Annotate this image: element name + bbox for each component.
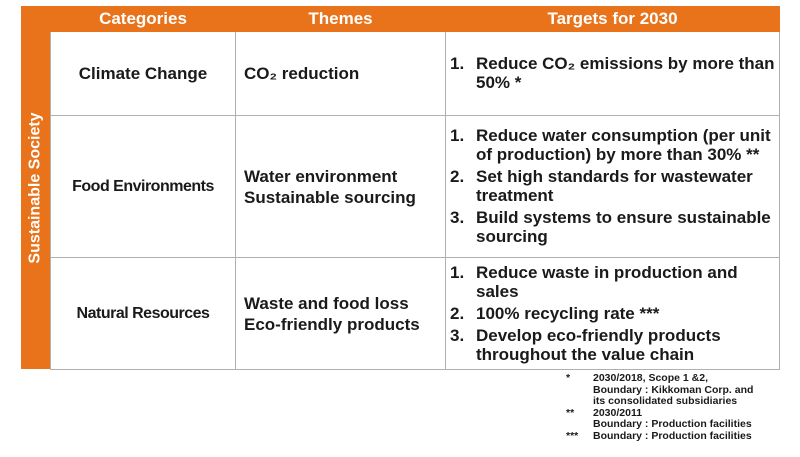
theme-cell: Waste and food loss Eco-friendly product… [235, 257, 446, 370]
target-text: Build systems to ensure sustainable sour… [476, 208, 771, 246]
header-themes: Themes [235, 6, 446, 32]
header-categories: Categories [50, 6, 236, 32]
footnote-line: Boundary : Production facilities [593, 418, 752, 430]
theme-cell: CO₂ reduction [235, 31, 446, 116]
footnote: ** 2030/2011 Boundary : Production facil… [566, 406, 796, 431]
footnote-line: its consolidated subsidiaries [593, 395, 738, 407]
sustainable-society-label-bar: Sustainable Society [21, 6, 51, 369]
target-number: 1. [450, 262, 465, 282]
theme-line: Sustainable sourcing [244, 187, 416, 207]
footnote-mark: ** [566, 406, 575, 419]
side-label: Sustainable Society [27, 111, 45, 264]
header-targets: Targets for 2030 [445, 6, 780, 32]
theme-line: Eco-friendly products [244, 314, 420, 334]
target-number: 1. [450, 54, 465, 73]
table-row-climate-change: Climate Change CO₂ reduction 1. Reduce C… [50, 31, 780, 116]
footnote-mark: * [566, 372, 571, 384]
target-text: Develop eco-friendly products throughout… [476, 325, 721, 364]
target-number: 3. [450, 325, 465, 345]
target-item: 2. 100% recycling rate *** [450, 304, 775, 323]
theme-cell: Water environment Sustainable sourcing [235, 115, 446, 258]
target-text: Reduce CO₂ emissions by more than 50% * [476, 54, 775, 92]
target-number: 2. [450, 167, 465, 186]
targets-cell: 1. Reduce waste in production and sales … [445, 257, 780, 370]
target-text: Set high standards for wastewater treatm… [476, 167, 753, 205]
target-item: 3. Build systems to ensure sustainable s… [450, 208, 775, 246]
target-number: 3. [450, 208, 465, 227]
target-number: 1. [450, 126, 465, 145]
target-text: Reduce waste in production and sales [476, 262, 738, 301]
category-cell: Climate Change [50, 31, 236, 116]
theme-line: CO₂ reduction [244, 64, 360, 83]
targets-cell: 1. Reduce CO₂ emissions by more than 50%… [445, 31, 780, 116]
target-number: 2. [450, 303, 465, 323]
target-list: 1. Reduce CO₂ emissions by more than 50%… [450, 54, 775, 92]
category-cell: Food Environments [50, 115, 236, 258]
footnote-mark: *** [566, 429, 579, 442]
table-row-natural-resources: Natural Resources Waste and food loss Ec… [50, 257, 780, 370]
targets-table: Categories Themes Targets for 2030 Clima… [50, 6, 780, 370]
theme-line: Water environment [244, 166, 398, 186]
target-text: 100% recycling rate *** [476, 303, 660, 323]
table-row-food-environments: Food Environments Water environment Sust… [50, 115, 780, 258]
footnote-line: Boundary : Kikkoman Corp. and [593, 383, 754, 396]
footnote-line: Boundary : Production facilities [593, 429, 752, 442]
footnote-line: 2030/2011 [593, 406, 643, 419]
target-list: 1. Reduce water consumption (per unit of… [450, 126, 775, 246]
target-text: Reduce water consumption (per unit of pr… [476, 126, 771, 164]
theme-line: Waste and food loss [244, 293, 409, 313]
footnotes: * 2030/2018, Scope 1 &2, Boundary : Kikk… [566, 372, 796, 443]
target-item: 1. Reduce waste in production and sales [450, 263, 775, 301]
category-cell: Natural Resources [50, 257, 236, 370]
target-item: 1. Reduce CO₂ emissions by more than 50%… [450, 54, 775, 92]
target-item: 1. Reduce water consumption (per unit of… [450, 126, 775, 164]
target-list: 1. Reduce waste in production and sales … [450, 263, 775, 364]
targets-cell: 1. Reduce water consumption (per unit of… [445, 115, 780, 258]
target-item: 2. Set high standards for wastewater tre… [450, 167, 775, 205]
target-item: 3. Develop eco-friendly products through… [450, 326, 775, 364]
footnote: *** Boundary : Production facilities [566, 429, 796, 443]
footnote: * 2030/2018, Scope 1 &2, Boundary : Kikk… [566, 372, 796, 408]
header-row: Categories Themes Targets for 2030 [50, 6, 780, 32]
footnote-line: 2030/2018, Scope 1 &2, [593, 372, 708, 384]
